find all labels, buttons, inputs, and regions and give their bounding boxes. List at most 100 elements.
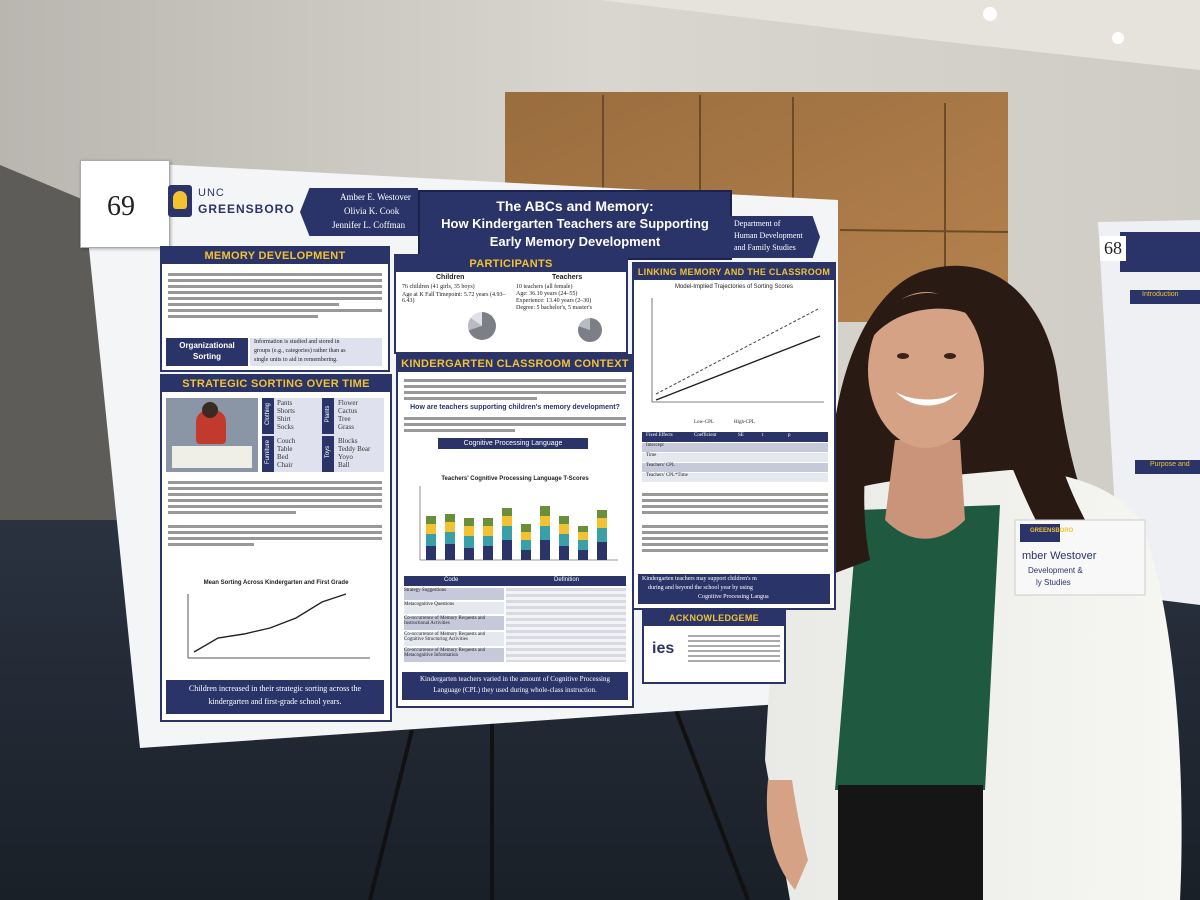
linking-text-lines <box>642 490 828 555</box>
ceiling <box>600 0 1200 70</box>
category-label-plants: Plants <box>325 405 331 423</box>
cpl-subheading: Cognitive Processing Language <box>438 438 588 449</box>
cpl-bar-segment <box>540 526 550 540</box>
cpl-bar-segment <box>578 540 588 550</box>
clothing-item: Shirt <box>277 415 291 423</box>
ies-logo: ies <box>652 640 675 657</box>
organizational-sorting-callout: Organizational Sorting Information is st… <box>166 338 382 366</box>
children-item: 76 children (41 girls, 35 boys) <box>402 284 475 290</box>
poster-number: 69 <box>107 191 135 222</box>
low-cpl-line <box>655 335 821 401</box>
cpl-bar-segment <box>483 536 493 546</box>
linking-heading: LINKING MEMORY AND THE CLASSROOM <box>634 264 834 280</box>
university-name: GREENSBORO <box>198 202 295 216</box>
neighbor-heading: Introduction <box>1142 291 1179 298</box>
cpl-table-header-code: Code <box>444 577 459 583</box>
sorting-text-lines <box>168 478 382 549</box>
cpl-bar-segment <box>426 516 436 524</box>
acknowledgements-heading: ACKNOWLEDGEME <box>644 610 784 626</box>
context-conclusion-2: Language (CPL) they used during whole-cl… <box>433 686 597 694</box>
unc-logo: UNC GREENSBORO <box>168 185 298 221</box>
cpl-bar-segment <box>464 526 474 536</box>
classroom-context-panel: KINDERGARTEN CLASSROOM CONTEXT How are t… <box>396 354 634 708</box>
sorting-conclusion-2: kindergarten and first-grade school year… <box>208 697 342 706</box>
toys-item: Yoyo <box>338 453 353 461</box>
fe-header: Fixed Effects <box>646 433 673 438</box>
linking-panel: LINKING MEMORY AND THE CLASSROOM Model-I… <box>632 262 836 610</box>
category-clothing <box>262 398 274 434</box>
children-label: Children <box>436 274 465 281</box>
mean-sorting-chart <box>187 593 370 659</box>
cpl-bar-segment <box>597 518 607 528</box>
plants-item: Flower <box>338 399 358 407</box>
trajectory-chart <box>651 298 824 403</box>
badge-line-3: ly Studies <box>1036 578 1071 587</box>
cpl-bar-segment <box>464 536 474 548</box>
neighbor-heading: Purpose and <box>1150 461 1190 468</box>
cpl-bar-segment <box>578 526 588 532</box>
department-line-1: Department of <box>734 219 781 228</box>
clothing-item: Pants <box>277 399 293 407</box>
woman-top <box>835 505 1000 790</box>
woman-neck <box>885 440 965 539</box>
fe-row: Teachers' CPL*Time <box>642 473 828 482</box>
fe-header: Coefficient <box>694 433 717 438</box>
badge-name: mber Westover <box>1022 550 1097 562</box>
clothing-item: Socks <box>277 423 294 431</box>
cpl-table-row: Co-occurrence of Memory Requests and Ins… <box>404 616 504 630</box>
category-plants <box>322 398 334 434</box>
cpl-table-row: Strategy Suggestions <box>404 588 504 600</box>
category-label-clothing: Clothing <box>265 403 271 426</box>
callout-label-1: Organizational <box>179 341 235 350</box>
cpl-bar-segment <box>559 546 569 560</box>
title-line-1: The ABCs and Memory: <box>496 198 654 214</box>
cpl-bar-segment <box>445 514 455 522</box>
cpl-bar-segment <box>426 546 436 560</box>
callout-text-3: single units to aid in remembering. <box>254 357 338 363</box>
cpl-chart-title: Teachers' Cognitive Processing Language … <box>441 476 589 482</box>
sorting-conclusion-1: Children increased in their strategic so… <box>188 684 362 693</box>
context-conclusion-1: Kindergarten teachers varied in the amou… <box>420 675 610 683</box>
teachers-item: Age: 36.10 years (24–55) <box>516 291 578 297</box>
sorting-conclusion: Children increased in their strategic so… <box>166 680 384 714</box>
cpl-bar-segment <box>521 524 531 532</box>
context-question: How are teachers supporting children's m… <box>410 404 620 411</box>
cpl-bar-segment <box>597 510 607 518</box>
author-banner: Amber E. Westover Olivia K. Cook Jennife… <box>300 188 418 236</box>
furniture-item: Table <box>277 445 293 453</box>
spartan-icon <box>168 185 192 217</box>
mean-sorting-line <box>193 593 347 653</box>
memory-development-panel: MEMORY DEVELOPMENT Organizational Sortin… <box>160 246 390 372</box>
category-label-furniture: Furniture <box>265 440 271 465</box>
author-3: Jennifer L. Coffman <box>332 220 406 230</box>
fe-row: Intercept <box>642 443 828 452</box>
context-conclusion: Kindergarten teachers varied in the amou… <box>402 672 628 700</box>
cpl-bar-segment <box>426 524 436 534</box>
cpl-bar-segment <box>445 544 455 560</box>
fe-header: p <box>788 433 791 438</box>
cpl-bar-segment <box>483 526 493 536</box>
ceiling-light <box>983 7 997 21</box>
plants-item: Tree <box>338 415 351 423</box>
cpl-table: Code Definition Strategy Suggestions Met… <box>404 576 626 666</box>
cpl-bar-segment <box>540 516 550 526</box>
category-furniture <box>262 436 274 472</box>
poster-number-card: 69 <box>80 160 170 248</box>
cpl-bar-segment <box>502 516 512 526</box>
cpl-bar-segment <box>559 524 569 534</box>
cpl-bar-segment <box>578 550 588 560</box>
toys-item: Ball <box>338 461 350 469</box>
teachers-item: Degree: 5 bachelor's, 5 master's <box>516 305 592 311</box>
cpl-bar-segment <box>540 506 550 516</box>
cpl-bar-segment <box>426 534 436 546</box>
cpl-bar-segment <box>483 546 493 560</box>
sorting-categories-grid: Clothing Pants Shorts Shirt Socks Plants… <box>262 398 384 472</box>
linking-conclusion: Kindergarten teachers may support childr… <box>638 574 830 604</box>
clothing-item: Shorts <box>277 407 295 415</box>
participants-heading: PARTICIPANTS <box>396 256 626 272</box>
author-1: Amber E. Westover <box>340 192 411 202</box>
cpl-table-row: Co-occurrence of Memory Requests and Met… <box>404 648 504 662</box>
linking-conclusion-2: during and beyond the school year by usi… <box>648 585 753 591</box>
fe-header: SE <box>738 433 744 438</box>
furniture-item: Couch <box>277 437 296 445</box>
